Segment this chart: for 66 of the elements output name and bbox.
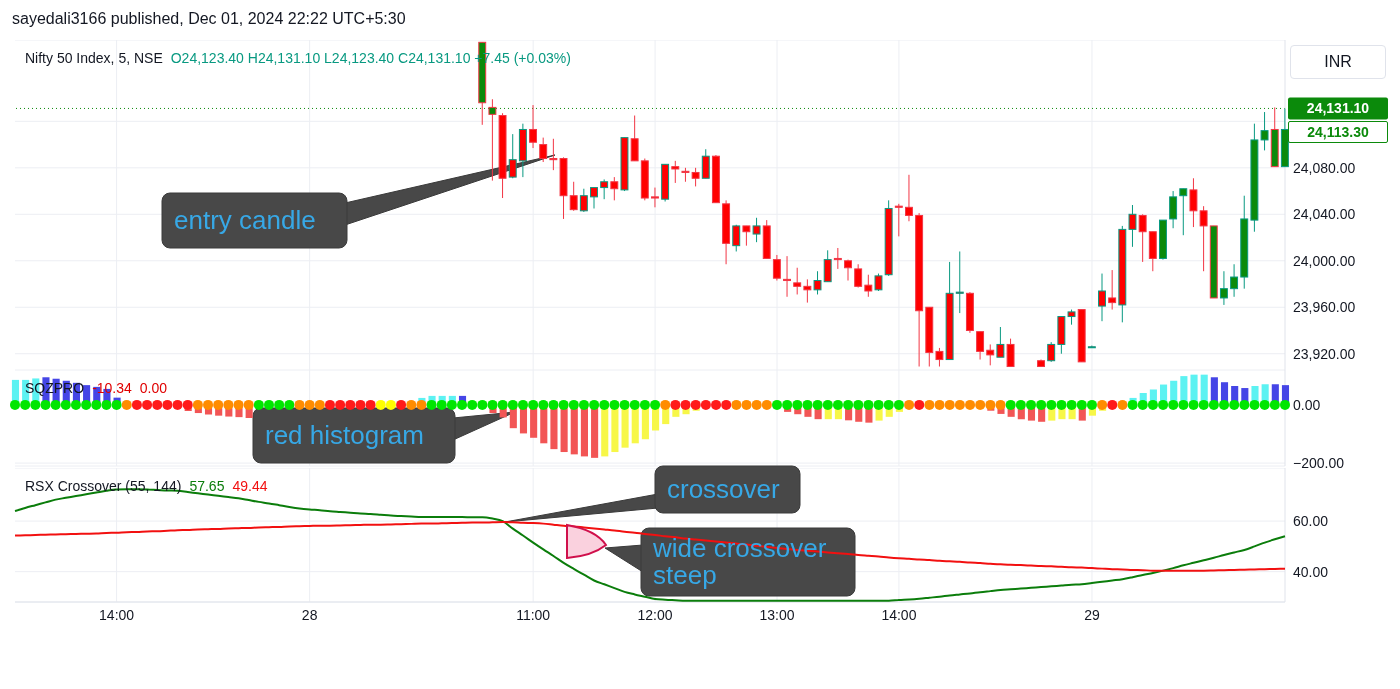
candlestick <box>813 270 822 295</box>
y-tick-label: 24,000.00 <box>1293 252 1356 269</box>
candlestick <box>783 255 791 298</box>
y-tick-label: 24,040.00 <box>1293 206 1356 223</box>
x-tick-label: 28 <box>301 606 318 623</box>
x-tick-label: 14:00 <box>99 606 135 623</box>
annotation: red histogram <box>265 419 424 450</box>
candlestick <box>1138 213 1147 263</box>
text: sayedali3166 published, Dec 01, 2024 22:22 UTC+5:30 <box>12 10 406 27</box>
candlestick <box>610 176 619 201</box>
y-tick-label: 40.00 <box>1293 563 1329 580</box>
x-tick-label: 13:00 <box>759 606 795 623</box>
candlestick <box>508 133 517 179</box>
candlestick <box>1219 270 1228 306</box>
candlestick <box>1179 188 1188 236</box>
candlestick <box>803 278 812 304</box>
text: 24,113.30 <box>1307 124 1369 140</box>
annotation: entry candle <box>174 204 316 235</box>
candlestick <box>600 178 609 200</box>
candlestick <box>732 224 741 252</box>
annotation: 57.65 <box>189 478 225 494</box>
x-tick-label: 29 <box>1084 606 1100 623</box>
text: Nifty 50 Index, 5, NSE <box>25 50 163 66</box>
candlestick <box>1128 204 1137 248</box>
candlestick <box>1169 190 1178 229</box>
x-tick-label: 12:00 <box>637 606 673 623</box>
y-tick-label: 0.00 <box>1293 396 1321 413</box>
y-tick-label: 60.00 <box>1293 513 1329 530</box>
candlestick <box>1108 269 1117 311</box>
y-tick-label: 24,080.00 <box>1293 159 1356 176</box>
candlestick <box>539 137 548 163</box>
candlestick <box>864 274 873 298</box>
candlestick <box>833 247 842 270</box>
candlestick <box>651 187 659 208</box>
candlestick <box>1098 273 1106 322</box>
candlestick <box>793 267 802 295</box>
annotation: -10.34 <box>92 380 132 396</box>
candlestick <box>488 98 497 182</box>
candlestick <box>671 160 680 184</box>
candlestick <box>955 250 964 314</box>
candlestick <box>579 188 588 213</box>
candlestick <box>1230 263 1239 298</box>
candlestick <box>894 203 903 237</box>
x-tick-label: 11:00 <box>516 606 551 623</box>
y-tick-label: 23,920.00 <box>1293 345 1356 362</box>
text: INR <box>1324 53 1352 71</box>
candlestick <box>905 174 913 222</box>
candlestick <box>569 181 578 212</box>
candlestick <box>529 104 537 149</box>
candlestick <box>1047 341 1056 363</box>
annotation: 49.44 <box>232 478 268 494</box>
candlestick <box>549 138 558 171</box>
candlestick <box>986 343 995 366</box>
candlestick <box>630 115 639 162</box>
y-tick-label: −200.00 <box>1293 455 1345 472</box>
candlestick <box>772 254 781 282</box>
candlestick <box>590 187 598 209</box>
annotation: 0.00 <box>139 380 168 396</box>
candlestick <box>823 249 832 283</box>
candlestick <box>701 148 710 179</box>
candlestick <box>854 263 863 288</box>
annotation: crossover <box>667 473 780 504</box>
x-tick-label: 14:00 <box>881 606 917 623</box>
ref-line-label: 24,131.10 <box>1306 100 1370 117</box>
y-tick-label: 23,960.00 <box>1293 299 1356 316</box>
candlestick <box>976 331 985 361</box>
